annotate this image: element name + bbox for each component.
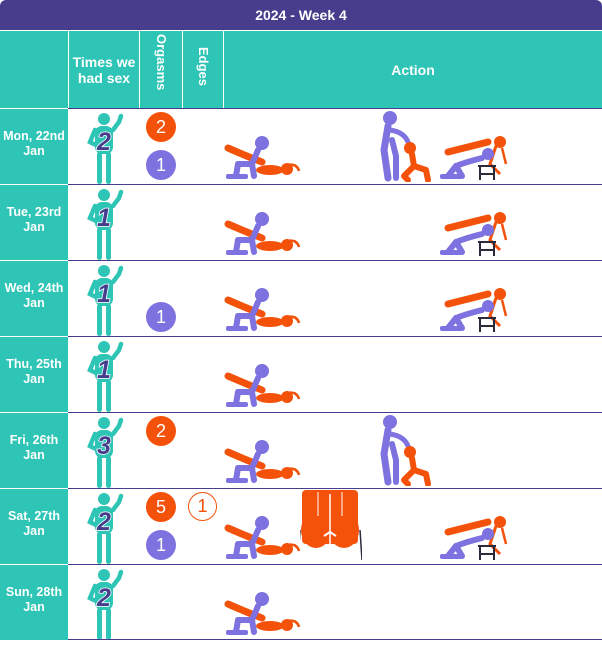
lying-pair-icon [224, 592, 302, 643]
date-line-1: Mon, 22nd [3, 128, 65, 143]
orgasms-header-label: Orgasms [154, 34, 169, 91]
date-label: Tue, 23rd Jan [7, 205, 62, 235]
date-cell: Mon, 22nd Jan [0, 109, 68, 184]
action-column-header: Action [224, 31, 602, 108]
action-header-label: Action [391, 61, 435, 78]
orgasm-count-badge: 1 [146, 302, 176, 332]
date-line-2: Jan [23, 447, 45, 462]
date-line-2: Jan [23, 371, 45, 386]
date-label: Fri, 26th Jan [10, 433, 59, 463]
date-cell: Wed, 24th Jan [0, 261, 68, 336]
date-line-1: Sat, 27th [7, 508, 61, 523]
kneeling-pair-icon [438, 132, 508, 187]
times-number: 3 [97, 432, 111, 460]
orgasm-count-badge: 5 [146, 492, 176, 522]
times-number: 2 [96, 128, 111, 156]
edges-column-header [183, 31, 223, 108]
date-line-1: Tue, 23rd [6, 204, 62, 219]
times-number: 1 [97, 280, 111, 308]
hips-closeup-icon [297, 490, 363, 567]
times-number: 2 [96, 508, 111, 536]
date-column-header [0, 31, 68, 108]
lying-pair-icon [224, 364, 302, 415]
row-divider [68, 260, 602, 261]
date-label: Sat, 27th Jan [8, 509, 60, 539]
standing-pair-icon [378, 110, 432, 187]
edges-header-label: Edges [196, 47, 211, 87]
times-figure-icon: 2 [86, 568, 124, 649]
date-label: Sun, 28th Jan [6, 585, 62, 615]
row-divider [68, 488, 602, 489]
row-divider [68, 412, 602, 413]
date-label: Mon, 22nd Jan [3, 129, 65, 159]
kneeling-pair-icon [438, 208, 508, 263]
row-divider [68, 108, 602, 109]
lying-pair-icon [224, 212, 302, 263]
kneeling-pair-icon [438, 512, 508, 567]
row-divider [68, 564, 602, 565]
lying-pair-icon [224, 288, 302, 339]
times-number: 1 [97, 204, 111, 232]
date-line-2: Jan [23, 219, 45, 234]
date-cell: Sun, 28th Jan [0, 565, 68, 640]
row-divider [68, 639, 602, 640]
times-number: 2 [96, 584, 111, 612]
times-number: 1 [97, 356, 111, 384]
lying-pair-icon [224, 516, 302, 567]
date-cell: Sat, 27th Jan [0, 489, 68, 564]
edge-count-badge: 1 [188, 492, 217, 521]
date-line-1: Wed, 24th [4, 280, 64, 295]
date-label: Thu, 25th Jan [6, 357, 62, 387]
date-line-1: Fri, 26th [9, 432, 59, 447]
lying-pair-icon [224, 440, 302, 491]
date-label: Wed, 24th Jan [5, 281, 64, 311]
orgasm-count-badge: 2 [146, 416, 176, 446]
kneeling-pair-icon [438, 284, 508, 339]
date-cell: Fri, 26th Jan [0, 413, 68, 488]
date-cell: Tue, 23rd Jan [0, 185, 68, 260]
orgasm-count-badge: 1 [146, 150, 176, 180]
lying-pair-icon [224, 136, 302, 187]
date-line-2: Jan [23, 599, 45, 614]
times-column-header: Times we had sex [69, 31, 139, 108]
date-line-2: Jan [23, 143, 45, 158]
times-figure-icon: 1 [86, 188, 124, 269]
date-line-2: Jan [23, 295, 45, 310]
times-figure-icon: 2 [86, 112, 124, 193]
date-cell: Thu, 25th Jan [0, 337, 68, 412]
date-line-1: Thu, 25th [6, 356, 62, 371]
orgasm-count-badge: 1 [146, 530, 176, 560]
date-line-2: Jan [23, 523, 45, 538]
date-line-1: Sun, 28th [5, 584, 63, 599]
times-figure-icon: 3 [86, 416, 124, 497]
orgasms-column-header [140, 31, 182, 108]
times-header-label: Times we had sex [72, 53, 136, 86]
page-title: 2024 - Week 4 [0, 0, 602, 30]
times-figure-icon: 2 [86, 492, 124, 573]
times-figure-icon: 1 [86, 264, 124, 345]
times-figure-icon: 1 [86, 340, 124, 421]
standing-pair-icon [378, 414, 432, 491]
row-divider [68, 184, 602, 185]
orgasm-count-badge: 2 [146, 112, 176, 142]
row-divider [68, 336, 602, 337]
